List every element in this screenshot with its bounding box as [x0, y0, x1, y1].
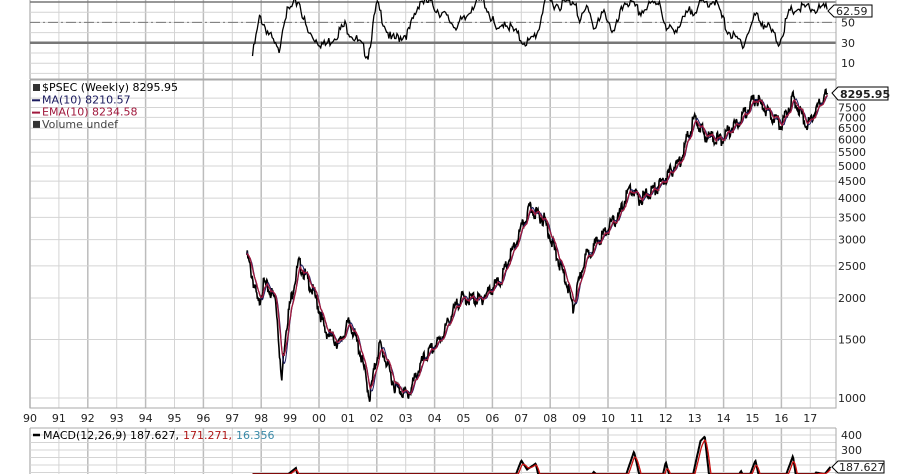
- price-tick-label: 5000: [838, 160, 866, 173]
- price-tick-label: 3000: [838, 234, 866, 247]
- x-tick-label: 12: [659, 412, 673, 425]
- rsi-value-box: [827, 4, 873, 18]
- grid: [29, 0, 811, 474]
- ohlc-icon: [33, 84, 40, 91]
- ma-line: [246, 95, 828, 395]
- x-tick-label: 04: [428, 412, 442, 425]
- x-tick-label: 17: [803, 412, 817, 425]
- macd-legend-item: 16.356: [236, 429, 275, 442]
- x-tick-label: 08: [543, 412, 557, 425]
- legend-item: EMA(10) 8234.58: [42, 106, 138, 119]
- price-tick-label: 4000: [838, 192, 866, 205]
- x-tick-label: 03: [399, 412, 413, 425]
- rsi-value-label: 62.59: [836, 5, 868, 18]
- price-value-box: [831, 86, 889, 101]
- price-panel: 1000 1500 2000 2500 3000 3500 4000 4500 50005500…: [29, 79, 890, 409]
- legend-item: MA(10) 8210.57: [42, 93, 131, 106]
- x-tick-label: 00: [312, 412, 326, 425]
- price-tick-label: 6500: [838, 122, 866, 135]
- price-tick-label: 1500: [838, 334, 866, 347]
- panel-border: [29, 79, 837, 409]
- x-tick-label: 94: [139, 412, 153, 425]
- x-tick-label: 02: [370, 412, 384, 425]
- macd-legend-item: 171.271,: [183, 429, 232, 442]
- macd-value-label: 187.627: [839, 461, 885, 474]
- price-tick-label: 5500: [838, 146, 866, 159]
- ema-line: [246, 94, 828, 395]
- price-tick-label: 1000: [838, 392, 866, 405]
- x-tick-label: 90: [23, 412, 37, 425]
- x-tick-label: 15: [746, 412, 760, 425]
- price-tick-label: 7000: [838, 111, 866, 124]
- price-line: [246, 88, 829, 402]
- price-tick-label: 4500: [838, 175, 866, 188]
- x-tick-label: 98: [254, 412, 268, 425]
- x-tick-label: 11: [630, 412, 644, 425]
- macd-tick-label: 400: [841, 429, 862, 442]
- x-tick-label: 96: [196, 412, 210, 425]
- price-tick-label: 2500: [838, 260, 866, 273]
- price-tick-label: 6000: [838, 134, 866, 147]
- x-tick-label: 91: [52, 412, 66, 425]
- x-tick-label: 05: [457, 412, 471, 425]
- x-tick-label: 99: [283, 412, 297, 425]
- legend-item: Volume undef: [42, 118, 119, 131]
- x-tick-label: 16: [774, 412, 788, 425]
- x-tick-label: 93: [110, 412, 124, 425]
- x-tick-label: 01: [341, 412, 355, 425]
- price-value-label: 8295.95: [840, 88, 890, 101]
- rsi-tick-label: 50: [841, 16, 855, 29]
- legend-item: $PSEC (Weekly) 8295.95: [42, 81, 178, 94]
- price-tick-label: 2000: [838, 292, 866, 305]
- macd-panel: 300 400 187.627 MACD(12,26,9) 187.627, 171.2…: [30, 427, 885, 474]
- rsi-tick-label: 30: [841, 37, 855, 50]
- x-tick-label: 97: [225, 412, 239, 425]
- macd-tick-label: 300: [841, 444, 862, 457]
- x-tick-label: 95: [168, 412, 182, 425]
- price-tick-label: 7500: [838, 101, 866, 114]
- x-tick-label: 14: [717, 412, 731, 425]
- price-tick-label: 3500: [838, 211, 866, 224]
- x-tick-label: 13: [688, 412, 702, 425]
- x-tick-label: 09: [572, 412, 586, 425]
- macd-legend-item: MACD(12,26,9) 187.627,: [43, 429, 179, 442]
- x-tick-label: 92: [81, 412, 95, 425]
- volume-bars-icon: [33, 120, 40, 128]
- rsi-line: [251, 0, 828, 60]
- rsi-tick-label: 10: [841, 57, 855, 70]
- x-tick-label: 07: [514, 412, 528, 425]
- x-tick-label: 06: [485, 412, 499, 425]
- macd-value-box: [831, 460, 885, 474]
- macd-legend: MACD(12,26,9) 187.627, 171.271, 16.356: [43, 429, 275, 442]
- x-axis: 90 91 92 93 94 95 96 97 98 99 00 01 02 03 04 05 06 07 08 09…: [23, 412, 817, 425]
- x-tick-label: 10: [601, 412, 615, 425]
